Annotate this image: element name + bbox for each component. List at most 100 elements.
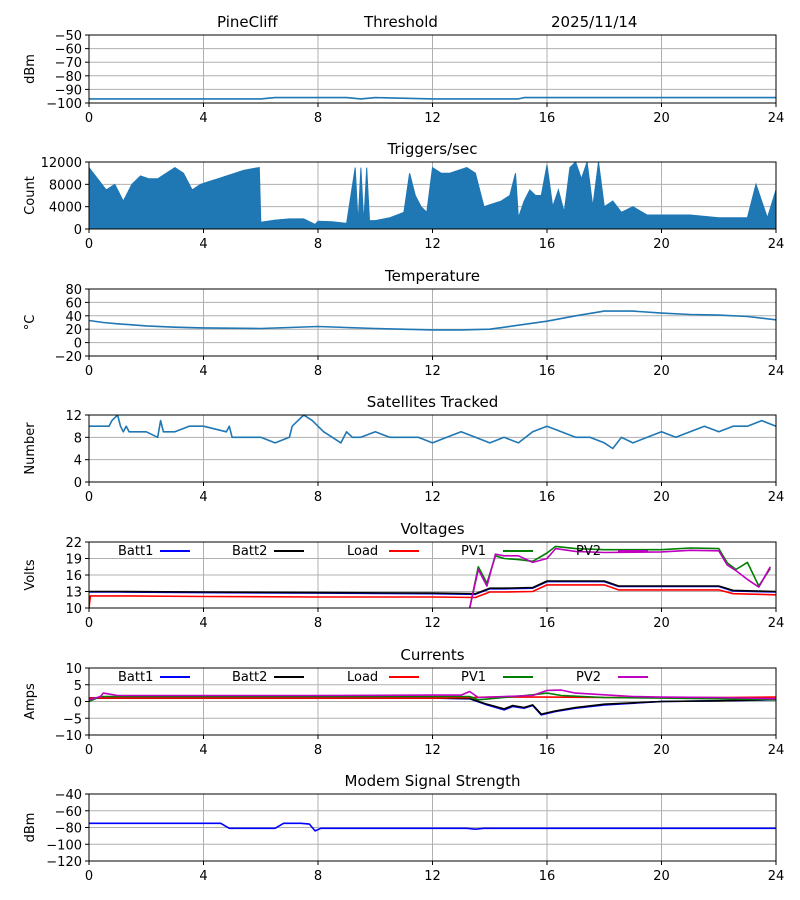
- y-tick-label: −20: [55, 350, 82, 365]
- y-tick-label: 19: [65, 553, 82, 568]
- series-line-pv2: [468, 547, 771, 608]
- y-tick-label: −100: [46, 838, 82, 853]
- header-date: 2025/11/14: [551, 13, 637, 31]
- panel-title: Satellites Tracked: [367, 393, 498, 411]
- x-tick-label: 0: [85, 364, 93, 379]
- y-tick-label: 8: [74, 431, 82, 446]
- x-tick-label: 24: [768, 869, 785, 884]
- x-tick-label: 8: [314, 490, 322, 505]
- header-site: PineCliff: [217, 13, 278, 31]
- x-tick-label: 24: [768, 364, 785, 379]
- y-axis-title: Volts: [23, 559, 38, 591]
- x-tick-label: 20: [653, 616, 670, 631]
- y-tick-label: 5: [74, 679, 82, 694]
- legend: Batt1 Batt2 Load PV1 PV2: [118, 670, 648, 685]
- y-tick-label: 80: [65, 283, 82, 298]
- x-tick-label: 0: [85, 869, 93, 884]
- series-line-pv1: [89, 692, 776, 703]
- legend: Batt1 Batt2 Load PV1 PV2: [118, 544, 648, 559]
- y-tick-label: 8000: [49, 178, 82, 193]
- series-line-batt2: [89, 580, 776, 595]
- x-tick-label: 24: [768, 111, 785, 126]
- x-tick-label: 24: [768, 237, 785, 252]
- x-tick-label: 4: [199, 490, 207, 505]
- y-axis-title: Number: [23, 422, 38, 475]
- x-tick-label: 8: [314, 616, 322, 631]
- y-tick-label: −100: [46, 97, 82, 112]
- y-tick-label: −70: [55, 56, 82, 71]
- legend-label: PV1: [461, 670, 486, 685]
- x-tick-label: 20: [653, 111, 670, 126]
- x-tick-label: 20: [653, 743, 670, 758]
- x-tick-label: 8: [314, 743, 322, 758]
- legend-label: PV2: [576, 670, 601, 685]
- series-group: [89, 822, 776, 832]
- y-tick-label: −50: [55, 29, 82, 44]
- chart-satellites: 0 4 8 12 16 20 24 0 4 8 12 Number Satellites Tracked: [23, 393, 784, 505]
- legend-label: Batt2: [232, 544, 267, 559]
- y-tick-label: −40: [55, 788, 82, 803]
- y-tick-label: 60: [65, 296, 82, 311]
- legend-label: PV2: [576, 544, 601, 559]
- x-tick-label: 4: [199, 743, 207, 758]
- series-line-pv2: [89, 689, 776, 701]
- series-group: [89, 310, 776, 331]
- legend-label: PV1: [461, 544, 486, 559]
- panel-title: Voltages: [400, 520, 464, 538]
- legend-label: Load: [347, 670, 378, 685]
- y-tick-label: −120: [46, 855, 82, 870]
- x-tick-label: 24: [768, 490, 785, 505]
- series-group: [89, 96, 776, 100]
- x-tick-label: 0: [85, 111, 93, 126]
- x-tick-label: 8: [314, 869, 322, 884]
- y-tick-label: −90: [55, 83, 82, 98]
- legend-label: Batt2: [232, 670, 267, 685]
- x-tick-label: 0: [85, 490, 93, 505]
- chart-modem: 0 4 8 12 16 20 24 −120 −100−80 −60 −40 dBm Modem Sig…: [23, 772, 784, 884]
- y-tick-label: −5: [63, 712, 82, 727]
- y-tick-label: 4: [74, 454, 82, 469]
- series-line-temperature: [89, 310, 776, 331]
- y-axis-title: Count: [23, 176, 38, 215]
- x-tick-label: 16: [539, 869, 556, 884]
- y-tick-label: 12000: [41, 156, 82, 171]
- series-group: [89, 415, 776, 450]
- x-tick-label: 16: [539, 616, 556, 631]
- x-tick-label: 16: [539, 111, 556, 126]
- y-tick-label: −10: [55, 729, 82, 744]
- x-tick-label: 16: [539, 364, 556, 379]
- x-tick-label: 12: [424, 616, 441, 631]
- series-line-load: [89, 584, 776, 608]
- y-tick-label: −60: [55, 805, 82, 820]
- series-group: [89, 689, 776, 716]
- y-tick-label: 20: [65, 323, 82, 338]
- x-tick-label: 0: [85, 743, 93, 758]
- x-tick-label: 12: [424, 237, 441, 252]
- series-group: [89, 162, 776, 229]
- legend-label: Batt1: [118, 544, 153, 559]
- x-tick-label: 16: [539, 743, 556, 758]
- y-axis-title: dBm: [23, 54, 38, 84]
- panel-title: Currents: [400, 646, 464, 664]
- x-tick-label: 24: [768, 616, 785, 631]
- x-tick-label: 16: [539, 237, 556, 252]
- y-axis-title: °C: [23, 315, 38, 331]
- y-tick-label: 12: [65, 409, 82, 424]
- y-tick-label: 22: [65, 536, 82, 551]
- y-tick-label: 16: [65, 569, 82, 584]
- y-tick-label: 0: [74, 223, 82, 238]
- x-tick-label: 4: [199, 869, 207, 884]
- x-tick-label: 8: [314, 364, 322, 379]
- panel-title: Triggers/sec: [387, 140, 478, 158]
- x-tick-label: 4: [199, 111, 207, 126]
- x-tick-label: 12: [424, 364, 441, 379]
- series-group: [89, 545, 776, 608]
- x-tick-label: 24: [768, 743, 785, 758]
- x-tick-label: 8: [314, 237, 322, 252]
- y-tick-label: 0: [74, 696, 82, 711]
- panel-title: Modem Signal Strength: [345, 772, 521, 790]
- x-tick-label: 12: [424, 743, 441, 758]
